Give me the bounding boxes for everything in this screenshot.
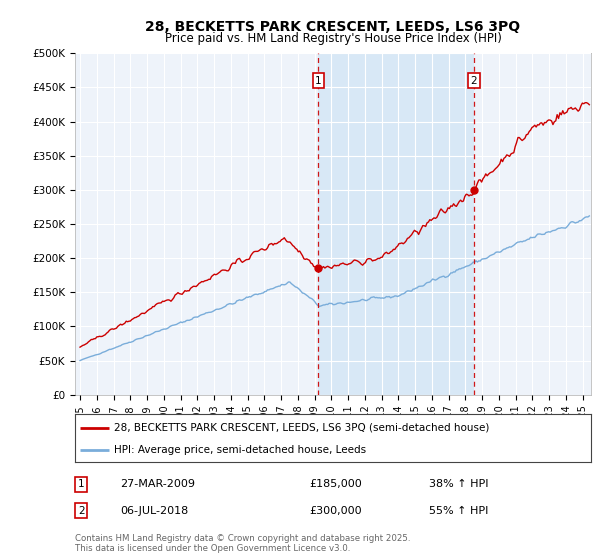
Text: 28, BECKETTS PARK CRESCENT, LEEDS, LS6 3PQ (semi-detached house): 28, BECKETTS PARK CRESCENT, LEEDS, LS6 3… [114,423,489,433]
Text: 06-JUL-2018: 06-JUL-2018 [120,506,188,516]
Text: 38% ↑ HPI: 38% ↑ HPI [429,479,488,489]
Text: HPI: Average price, semi-detached house, Leeds: HPI: Average price, semi-detached house,… [114,445,366,455]
Text: Price paid vs. HM Land Registry's House Price Index (HPI): Price paid vs. HM Land Registry's House … [164,32,502,45]
Text: 2: 2 [470,76,477,86]
Text: 27-MAR-2009: 27-MAR-2009 [120,479,195,489]
Bar [319,53,474,395]
Text: Contains HM Land Registry data © Crown copyright and database right 2025.
This d: Contains HM Land Registry data © Crown c… [75,534,410,553]
Text: 1: 1 [315,76,322,86]
Text: £300,000: £300,000 [309,506,362,516]
Text: 1: 1 [78,479,85,489]
Text: £185,000: £185,000 [309,479,362,489]
Text: 28, BECKETTS PARK CRESCENT, LEEDS, LS6 3PQ: 28, BECKETTS PARK CRESCENT, LEEDS, LS6 3… [145,20,521,34]
Text: 2: 2 [78,506,85,516]
Text: 55% ↑ HPI: 55% ↑ HPI [429,506,488,516]
